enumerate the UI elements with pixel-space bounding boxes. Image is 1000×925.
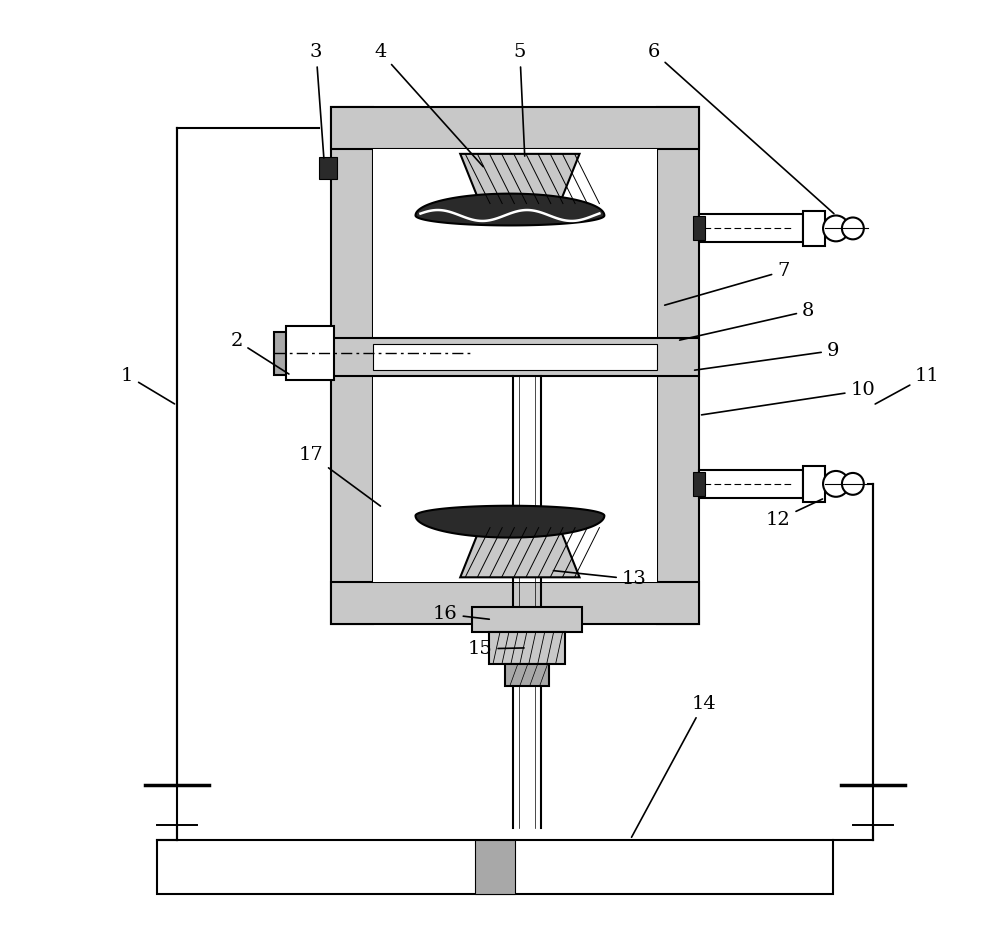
Text: 10: 10 [702,381,875,415]
Text: 17: 17 [299,446,380,506]
Bar [699,215,803,242]
Polygon shape [460,527,580,577]
Circle shape [823,216,849,241]
Text: 5: 5 [514,43,526,156]
Text: 1: 1 [121,366,175,404]
Text: 12: 12 [766,499,823,529]
Polygon shape [416,506,604,537]
Bar [475,840,515,894]
Text: 15: 15 [468,640,524,658]
Bar [693,472,705,496]
Text: 14: 14 [632,695,716,837]
Text: 6: 6 [648,43,834,214]
Circle shape [842,217,864,240]
Bar [331,107,373,624]
Polygon shape [416,193,604,226]
Text: 8: 8 [680,302,814,340]
Text: 13: 13 [553,571,647,588]
Bar [657,107,699,624]
Bar [274,332,289,375]
Bar [331,338,699,376]
Bar [803,466,825,501]
Bar [331,582,699,624]
Bar [319,157,337,179]
Bar [472,607,582,632]
Bar [373,344,657,370]
Text: 2: 2 [230,332,289,374]
Text: 16: 16 [433,605,489,623]
Text: 11: 11 [875,366,940,404]
Circle shape [842,473,864,495]
Text: 3: 3 [310,43,324,158]
Circle shape [823,471,849,497]
Text: 9: 9 [695,341,839,370]
Text: 4: 4 [375,43,483,166]
Text: 7: 7 [665,262,789,305]
Bar [157,840,833,894]
Bar [803,211,825,246]
Bar [505,664,549,685]
Bar [489,632,565,664]
Bar [331,107,699,149]
Bar [373,149,657,582]
Bar [699,470,803,498]
Bar [286,326,334,380]
Polygon shape [460,154,580,204]
Bar [693,216,705,240]
